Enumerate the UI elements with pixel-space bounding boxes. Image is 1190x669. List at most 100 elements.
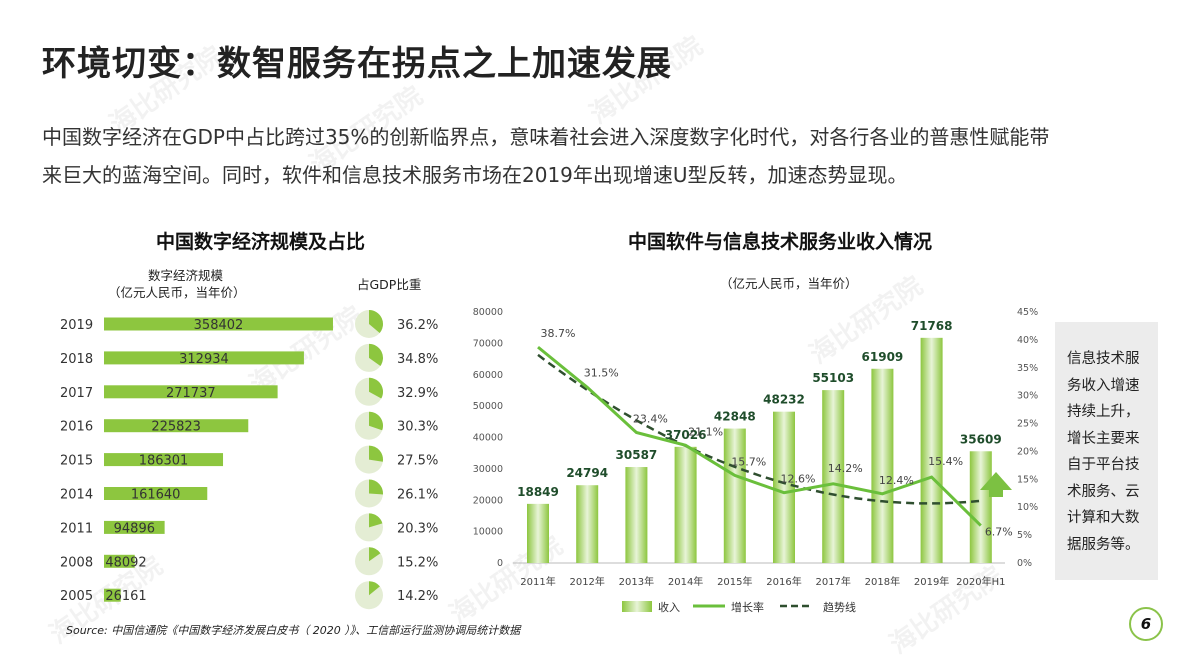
bar [104, 453, 224, 467]
growth-rate-label: 12.4% [879, 474, 914, 487]
x-tick-label: 2017年 [815, 575, 850, 588]
growth-rate-label: 15.7% [731, 455, 766, 468]
revenue-value-label: 42848 [714, 410, 756, 424]
revenue-value-label: 48232 [763, 393, 805, 407]
revenue-bar [969, 451, 992, 563]
category-label: 2014 [60, 488, 93, 503]
bar-value-label: 94896 [114, 521, 155, 536]
subtitle-line-1: 中国数字经济在GDP中占比跨过35%的创新临界点，意味着社会进入深度数字化时代，… [42, 125, 1050, 149]
y-right-tick: 5% [1017, 530, 1032, 541]
revenue-value-label: 35609 [960, 432, 1002, 446]
bar-value-label: 312934 [179, 352, 229, 367]
category-label: 2017 [60, 386, 93, 401]
bar [104, 385, 278, 399]
source-note: Source: 中国信通院《中国数字经济发展白皮书（ 2020 ）》、工信部运行… [66, 624, 521, 637]
share-label: 36.2% [397, 318, 438, 333]
pie-slice [369, 411, 384, 431]
revenue-value-label: 30587 [616, 448, 658, 462]
pie-slice [369, 310, 383, 334]
y-left-tick: 30000 [473, 464, 503, 475]
y-left-tick: 50000 [473, 401, 503, 412]
legend-growth-label: 增长率 [731, 600, 764, 614]
y-left-tick: 80000 [473, 307, 503, 318]
up-arrow-icon [980, 472, 1012, 497]
revenue-value-label: 61909 [862, 350, 904, 364]
revenue-bar [920, 337, 943, 563]
revenue-value-label: 71768 [911, 319, 953, 333]
x-tick-label: 2018年 [865, 575, 900, 588]
y-left-tick: 10000 [473, 527, 503, 538]
share-label: 15.2% [397, 555, 438, 570]
page-title: 环境切变：数智服务在拐点之上加速发展 [42, 44, 672, 84]
bar-value-label: 358402 [194, 318, 244, 333]
share-label: 14.2% [397, 589, 438, 604]
revenue-bar [625, 467, 648, 563]
bar [104, 351, 304, 365]
pie-slice [369, 581, 380, 596]
trend-line [537, 353, 981, 505]
bar [104, 419, 249, 433]
note-text: 信息技术服务收入增速持续上升，增长主要来自于平台技术服务、云计算和大数据服务等。 [1067, 351, 1140, 553]
bar-value-label: 161640 [131, 488, 181, 503]
x-tick-label: 2019年 [914, 575, 949, 588]
y-right-tick: 40% [1017, 335, 1038, 346]
bar [104, 554, 135, 568]
page-number: 6 [1129, 607, 1163, 641]
pie-slice [369, 547, 381, 562]
category-label: 2019 [60, 318, 93, 333]
growth-rate-label: 31.5% [584, 366, 619, 379]
category-label: 2015 [60, 454, 93, 469]
revenue-value-label: 37026 [665, 428, 707, 442]
x-tick-label: 2015年 [717, 575, 752, 588]
legend-trend-label: 趋势线 [823, 600, 856, 614]
share-label: 26.1% [397, 488, 438, 503]
x-tick-label: 2020年H1 [956, 575, 1005, 588]
pie-slice [369, 445, 384, 462]
right-unit-label: （亿元人民币，当年价） [720, 276, 858, 291]
x-tick-label: 2012年 [569, 575, 604, 588]
share-label: 20.3% [397, 521, 438, 536]
category-label: 2011 [60, 521, 93, 536]
pie-slice [369, 343, 384, 366]
y-right-tick: 10% [1017, 502, 1038, 513]
growth-rate-line [537, 345, 982, 527]
revenue-value-label: 55103 [812, 371, 854, 385]
pie-slice [369, 479, 384, 495]
x-tick-label: 2011年 [520, 575, 555, 588]
bar-value-label: 186301 [139, 454, 189, 469]
y-right-tick: 25% [1017, 419, 1038, 430]
left-share-label: 占GDP比重 [357, 277, 422, 292]
growth-rate-label: 14.2% [828, 462, 863, 475]
y-left-tick: 20000 [473, 495, 503, 506]
y-right-tick: 35% [1017, 363, 1038, 374]
x-tick-label: 2016年 [766, 575, 801, 588]
bar-value-label: 225823 [151, 420, 201, 435]
growth-rate-label: 21.1% [688, 425, 723, 438]
y-left-tick: 70000 [473, 338, 503, 349]
revenue-bar [723, 428, 746, 563]
revenue-bar [576, 485, 599, 563]
legend-revenue-label: 收入 [658, 600, 680, 614]
bar [104, 588, 121, 602]
bar [104, 520, 165, 534]
y-left-tick: 0 [497, 558, 503, 569]
category-label: 2008 [60, 555, 93, 570]
growth-rate-label: 23.4% [633, 412, 668, 425]
revenue-bar [822, 390, 845, 563]
revenue-bar [527, 503, 549, 563]
y-left-tick: 60000 [473, 370, 503, 381]
growth-rate-label: 38.7% [541, 327, 576, 340]
right-chart: 0 10000 20000 30000 40000 50000 60000 70000 8000… [473, 307, 1038, 614]
growth-rate-label: 12.6% [781, 473, 816, 486]
y-right-tick: 30% [1017, 391, 1038, 402]
pie-slice [369, 513, 383, 528]
right-chart-title: 中国软件与信息技术服务业收入情况 [628, 231, 933, 253]
left-chart: 2019 358402 36.2% 2018 312934 34.8% 2017 271737… [60, 310, 438, 610]
category-label: 2016 [60, 420, 93, 435]
note-box: 信息技术服务收入增速持续上升，增长主要来自于平台技术服务、云计算和大数据服务等。 [1055, 322, 1158, 580]
bar-value-label: 48092 [105, 555, 146, 570]
share-label: 30.3% [397, 420, 438, 435]
y-left-tick: 40000 [473, 433, 503, 444]
y-right-tick: 0% [1017, 558, 1032, 569]
